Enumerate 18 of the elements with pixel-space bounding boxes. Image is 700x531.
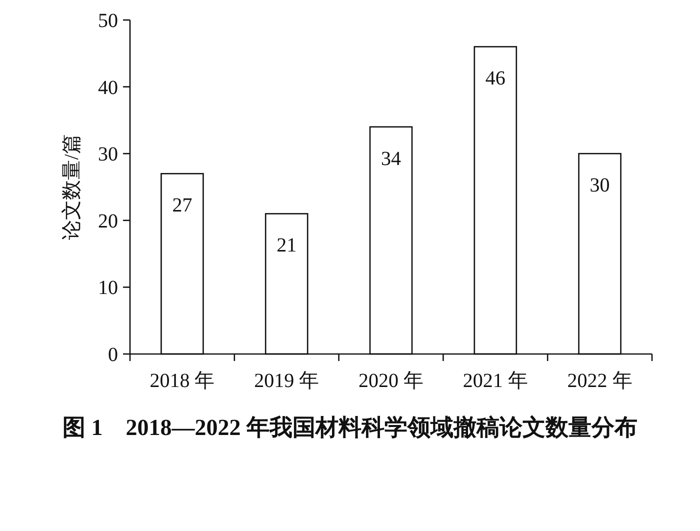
y-tick-label: 40 <box>98 76 118 99</box>
x-tick-label: 2019 年 <box>254 370 320 392</box>
y-tick-label: 10 <box>98 277 118 300</box>
y-tick-label: 30 <box>98 144 118 166</box>
x-tick-label: 2022 年 <box>567 370 632 392</box>
data-label: 27 <box>172 194 192 217</box>
y-tick-label: 50 <box>98 10 118 32</box>
text: 图 1 2018—2022 年我国材料科学领域撤稿论文数量分布 <box>62 414 638 442</box>
y-tick-label: 0 <box>108 344 118 366</box>
x-tick-label: 2021 年 <box>462 370 528 392</box>
data-label: 46 <box>485 68 506 90</box>
x-tick-label: 2020 年 <box>358 370 424 392</box>
data-label: 34 <box>381 148 401 170</box>
y-axis-title: 论文数量/篇 <box>61 134 83 240</box>
x-tick-label: 2018 年 <box>150 370 215 392</box>
y-tick-label: 20 <box>98 210 118 232</box>
data-label: 30 <box>590 174 610 197</box>
data-label: 21 <box>276 234 297 257</box>
